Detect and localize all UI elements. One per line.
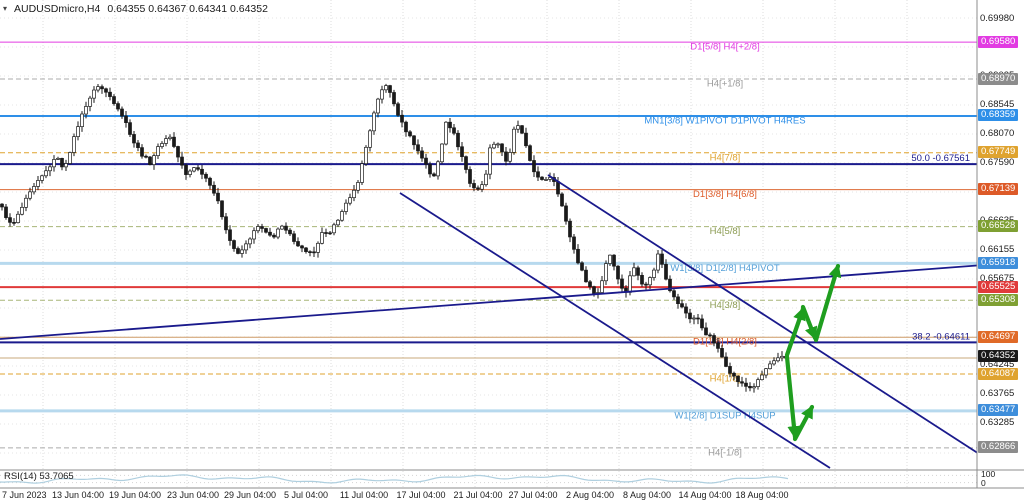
time-axis-label: 5 Jul 04:00 bbox=[283, 490, 329, 500]
price-scale-badge: 0.65525 bbox=[978, 280, 1019, 293]
fibo-label: 38.2 -0.64611 bbox=[912, 331, 970, 342]
candles bbox=[0, 83, 788, 393]
projection-arrow[interactable] bbox=[800, 304, 818, 341]
level-labels: D1[5/8] H4[+2/8] H4[+1/8] MN1[3/8] W1PIVOT… bbox=[644, 42, 970, 459]
chart-title-bar: ▾ AUDUSDmicro,H4 0.64355 0.64367 0.64341… bbox=[3, 3, 268, 15]
time-axis-label: 29 Jun 04:00 bbox=[223, 490, 277, 500]
projection-arrow[interactable] bbox=[813, 263, 842, 343]
price-scale-badge: 0.62866 bbox=[978, 441, 1019, 454]
price-scale-badge: 0.68359 bbox=[978, 109, 1019, 122]
rsi-line bbox=[0, 474, 789, 484]
level-label: W1[2/8] D1SUP H4SUP bbox=[674, 410, 775, 421]
projection-arrow[interactable] bbox=[784, 306, 806, 358]
price-scale-badge: 0.69580 bbox=[978, 35, 1019, 48]
trendlines bbox=[0, 174, 1024, 483]
ohlc-values: 0.64355 0.64367 0.64341 0.64352 bbox=[107, 3, 268, 15]
price-scale-label: 0.66155 bbox=[980, 243, 1015, 255]
price-scale-badge: 0.65918 bbox=[978, 256, 1019, 269]
level-label: D1[1/8] H4[2/8] bbox=[693, 337, 757, 348]
price-scale-badge: 0.67749 bbox=[978, 146, 1019, 159]
rsi-value-text: RSI(14) 53.7065 bbox=[4, 471, 74, 482]
price-scale-badge: 0.64697 bbox=[978, 330, 1019, 343]
pane-separators bbox=[0, 0, 1024, 489]
time-axis-label: 2 Aug 04:00 bbox=[565, 490, 615, 500]
rsi-scale-top: 100 bbox=[981, 469, 996, 479]
time-axis-label: 17 Jul 04:00 bbox=[396, 490, 446, 500]
price-scale-label: 0.69980 bbox=[980, 12, 1015, 24]
time-axis-label: 21 Jul 04:00 bbox=[453, 490, 503, 500]
level-label: MN1[3/8] W1PIVOT D1PIVOT H4RES bbox=[644, 115, 805, 126]
price-scale-badge: 0.63477 bbox=[978, 404, 1019, 417]
chart-menu-icon[interactable]: ▾ bbox=[3, 4, 8, 13]
projection-arrow[interactable] bbox=[784, 354, 801, 440]
horizontal-gridlines bbox=[0, 17, 977, 454]
price-scale-label: 0.65675 bbox=[980, 272, 1015, 284]
ascending-trendline[interactable] bbox=[0, 262, 1024, 340]
time-axis-label: 11 Jul 04:00 bbox=[339, 490, 389, 500]
price-scale-badge: 0.67139 bbox=[978, 183, 1019, 196]
price-scale-label: 0.63765 bbox=[980, 388, 1015, 399]
level-label: H4[3/8] bbox=[710, 300, 741, 311]
level-label: H4[7/8] bbox=[710, 152, 741, 163]
price-scale-label: 0.68545 bbox=[980, 99, 1015, 111]
price-scale-badge: 0.66528 bbox=[978, 220, 1019, 233]
rsi-indicator-label: RSI(14) 53.7065 bbox=[4, 471, 74, 482]
level-label: H4[1/8] bbox=[710, 374, 741, 385]
price-scale-label: 0.63285 bbox=[980, 417, 1015, 428]
price-scale-badge: 0.68970 bbox=[978, 72, 1019, 85]
price-scale-label: 0.64245 bbox=[980, 359, 1015, 370]
price-scale-badge: 0.65308 bbox=[978, 293, 1019, 306]
level-label: W1[3/8] D1[2/8] H4PIVOT bbox=[670, 263, 779, 274]
time-axis-label: 19 Jun 04:00 bbox=[108, 490, 162, 500]
time-axis-label: 13 Jun 04:00 bbox=[51, 490, 105, 500]
level-lines bbox=[0, 41, 977, 449]
rsi-pane bbox=[0, 474, 977, 484]
level-label: D1[5/8] H4[+2/8] bbox=[690, 42, 759, 53]
time-axis-label: 8 Aug 04:00 bbox=[622, 490, 672, 500]
vertical-gridlines bbox=[42, 0, 908, 488]
level-label: H4[-1/8] bbox=[708, 447, 742, 458]
descending-channel-left[interactable] bbox=[399, 192, 831, 469]
time-axis-label: 18 Aug 04:00 bbox=[735, 490, 789, 500]
level-label: H4[5/8] bbox=[710, 226, 741, 237]
time-axis-label: 7 Jun 2023 bbox=[2, 490, 47, 500]
symbol-period-label: AUDUSDmicro,H4 bbox=[14, 3, 101, 15]
price-scale-label: 0.68070 bbox=[980, 127, 1015, 139]
price-scale-badge: 0.64352 bbox=[978, 349, 1019, 362]
projection-arrow[interactable] bbox=[792, 404, 815, 442]
level-label: H4[+1/8] bbox=[707, 79, 743, 90]
time-axis-label: 27 Jul 04:00 bbox=[508, 490, 558, 500]
projection-arrows bbox=[784, 263, 842, 442]
rsi-scale-bottom: 0 bbox=[981, 478, 986, 488]
price-scale-label: 0.67590 bbox=[980, 156, 1015, 168]
level-label: D1[3/8] H4[6/8] bbox=[693, 189, 757, 200]
time-axis-label: 14 Aug 04:00 bbox=[678, 490, 732, 500]
descending-channel-right[interactable] bbox=[547, 174, 1024, 483]
time-axis-label: 23 Jun 04:00 bbox=[166, 490, 220, 500]
fibo-label: 50.0 -0.67561 bbox=[911, 153, 970, 164]
price-scale-badge: 0.64087 bbox=[978, 367, 1019, 380]
